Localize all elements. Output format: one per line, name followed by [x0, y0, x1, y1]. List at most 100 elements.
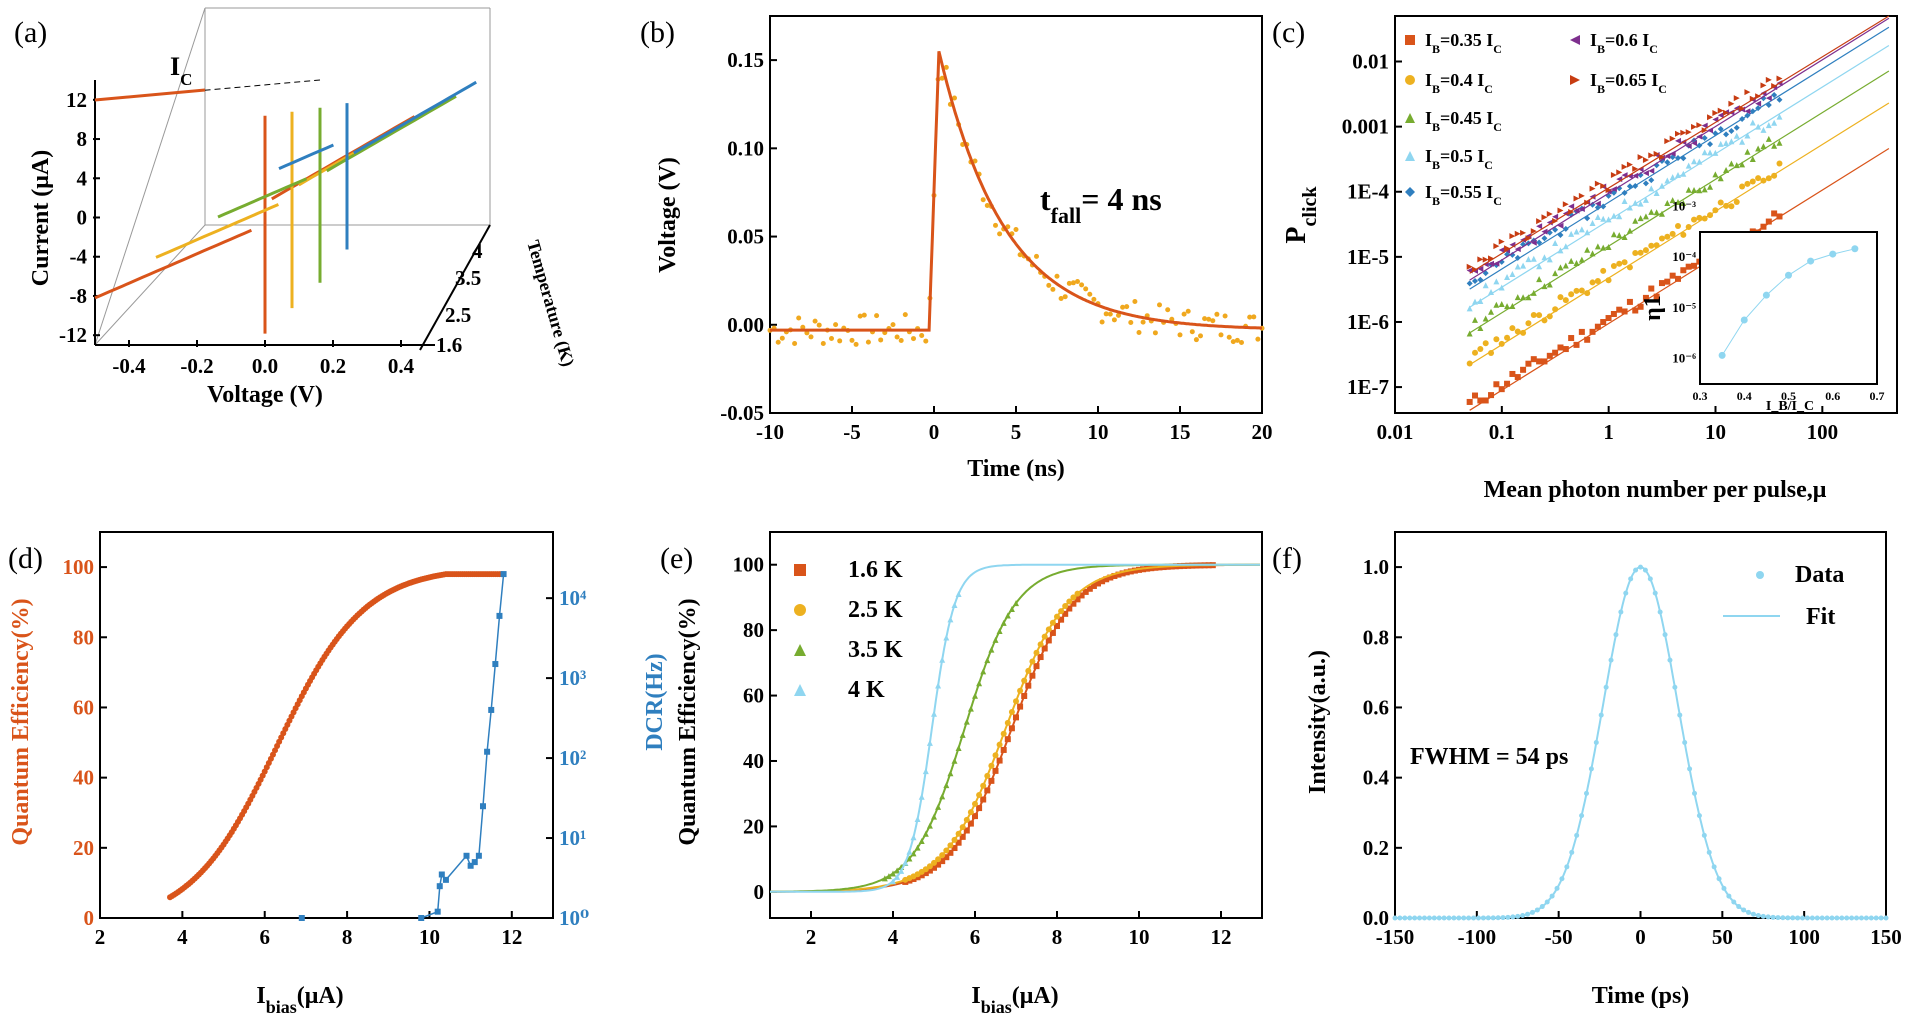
panel-e-data-point — [1070, 594, 1077, 601]
panel-a-y-tick-label: 4 — [77, 166, 88, 190]
panel-e-data-point — [931, 864, 937, 871]
panel-c-legend-label: IB=0.35 IC — [1425, 30, 1502, 56]
panel-c-data-point — [1674, 137, 1681, 144]
panel-f-data-point — [1672, 684, 1678, 690]
panel-c-series-6 — [1466, 15, 1890, 274]
panel-e-data-point — [1037, 654, 1044, 661]
panel-c-data-point — [1648, 285, 1655, 292]
panel-e-data-point — [972, 692, 978, 699]
panel-c-fit-line — [1469, 15, 1890, 274]
panel-d-label: (d) — [8, 542, 43, 575]
panel-f-data-point — [1667, 657, 1673, 663]
panel-b-fit-line — [770, 50, 1262, 332]
panel-c-data-point — [1600, 319, 1607, 326]
panel-c-data-point — [1466, 263, 1473, 270]
panel-d-dcr-point — [418, 915, 425, 921]
panel-c-data-point — [1584, 199, 1591, 206]
panel-b-data-point — [796, 315, 802, 321]
panel-c-data-point — [1584, 229, 1591, 236]
panel-e-data-point — [1008, 708, 1015, 715]
panel-a-series-2 — [217, 94, 457, 283]
panel-c-data-point — [1541, 358, 1548, 365]
panel-c-data-point — [1573, 341, 1580, 348]
panel-c-data-point — [1728, 100, 1735, 107]
panel-c-data-point — [1664, 199, 1671, 206]
panel-c-data-point — [1621, 234, 1628, 241]
panel-c-data-point — [1658, 280, 1665, 287]
panel-f-data-point — [1471, 915, 1477, 921]
panel-f-data-point — [1785, 915, 1791, 921]
panel-b-data-point — [1116, 312, 1121, 318]
panel-c-data-point — [1610, 186, 1617, 193]
panel-c-data-point — [1557, 294, 1564, 301]
panel-c-data-point — [1578, 328, 1585, 335]
panel-f-data-point — [1701, 832, 1707, 838]
panel-e-data-point — [931, 710, 937, 717]
panel-c-data-point — [1739, 138, 1746, 145]
panel-e-data-point — [906, 855, 913, 862]
panel-e-data-point — [906, 848, 913, 855]
panel-c-data-point — [1728, 203, 1735, 210]
panel-c-data-point — [1482, 256, 1489, 263]
panel-f-data-point — [1638, 564, 1643, 570]
panel-e-fit-line — [770, 563, 1260, 893]
panel-c-data-point — [1760, 95, 1767, 102]
panel-a-y-tick-label: 0 — [77, 206, 88, 230]
panel-e-data-point — [1111, 572, 1118, 579]
panel-f-data-point — [1682, 740, 1688, 746]
panel-c-series-3 — [1466, 44, 1890, 312]
panel-d-y-tick-label: 20 — [73, 836, 94, 860]
panel-e-data-point — [972, 800, 978, 807]
panel-e-y-tick-label: 80 — [743, 618, 764, 642]
panel-c-data-point — [1546, 219, 1553, 226]
panel-e-y-tick-label: 20 — [743, 814, 764, 838]
panel-b-data-point — [1198, 333, 1203, 339]
panel-c-data-point — [1600, 267, 1607, 274]
panel-e-data-point — [951, 836, 958, 843]
panel-e-data-point — [1000, 619, 1007, 626]
panel-c-data-point — [1488, 349, 1495, 356]
panel-c-legend-label: IB=0.5 IC — [1425, 146, 1493, 172]
panel-f-y-tick-label: 0.8 — [1363, 625, 1389, 649]
panel-c-data-point — [1712, 110, 1719, 117]
panel-f-data-point — [1652, 590, 1658, 596]
panel-c-data-point — [1642, 213, 1649, 220]
panel-b-data-point — [1251, 314, 1257, 320]
panel-b-data-point — [939, 75, 945, 81]
panel-c-data-point — [1525, 233, 1532, 240]
panel-f-data-point — [1544, 899, 1550, 905]
panel-b-data-point — [1099, 319, 1105, 325]
panel-b-x-tick-label: 0 — [929, 420, 940, 444]
panel-b-data-point — [874, 313, 880, 319]
panel-c-data-point — [1744, 180, 1751, 187]
panel-e-data-point — [1004, 719, 1011, 726]
panel-c-data-point — [1616, 213, 1623, 220]
panel-c-legend-label: IB=0.65 IC — [1590, 70, 1667, 96]
panel-c-data-point — [1493, 301, 1500, 308]
panel-e-data-point — [1082, 588, 1089, 595]
panel-a-y-tick-label: 8 — [77, 127, 88, 151]
panel-d-dcr-point — [500, 571, 507, 578]
panel-e-data-point — [926, 822, 933, 829]
panel-d-y-label: Quantum Efficiency(%) — [8, 598, 34, 845]
panel-c-inset-x-tick: 0.7 — [1870, 389, 1885, 403]
panel-c-data-point — [1498, 246, 1505, 253]
panel-b-data-point — [878, 337, 884, 343]
panel-e-data-point — [1029, 658, 1036, 665]
panel-c-legend-item: IB=0.6 IC — [1570, 30, 1658, 56]
panel-c-data-point — [1664, 159, 1671, 166]
panel-e-x-tick-label: 2 — [806, 925, 817, 949]
panel-f-data-point — [1564, 864, 1570, 870]
panel-e-data-point — [1008, 605, 1015, 612]
panel-c-legend-label: IB=0.4 IC — [1425, 70, 1493, 96]
panel-b-data-point — [1189, 329, 1195, 335]
panel-e-data-point — [1107, 574, 1114, 581]
panel-e-data-point — [926, 739, 933, 746]
panel-f-data-point — [1775, 915, 1781, 921]
panel-c-data-point — [1568, 208, 1575, 215]
panel-c-data-point — [1466, 398, 1473, 405]
panel-e-data-point — [1062, 603, 1069, 610]
panel-e-data-point — [947, 770, 954, 777]
panel-c-data-point — [1685, 143, 1692, 150]
panel-e-frame — [769, 531, 1263, 919]
